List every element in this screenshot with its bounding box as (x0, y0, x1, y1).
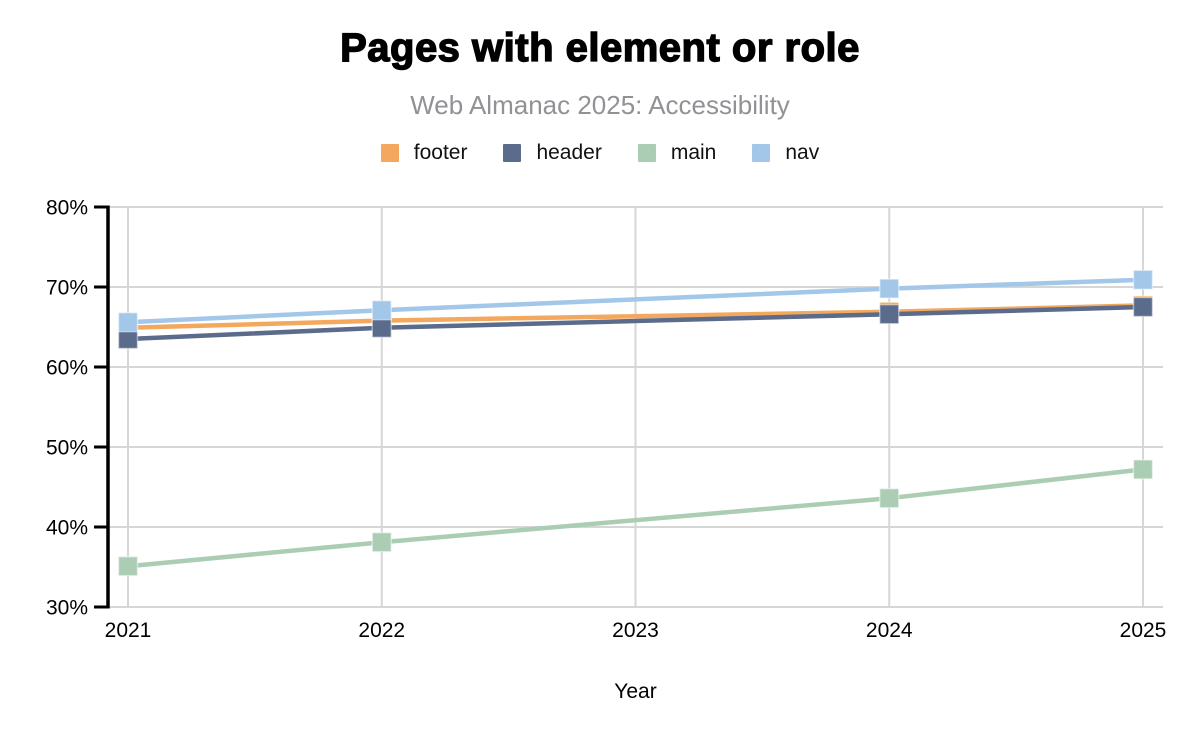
marker-nav-2021 (117, 311, 139, 333)
marker-nav-2025 (1132, 269, 1154, 291)
marker-header-2025 (1132, 296, 1154, 318)
legend-item-footer: footer (380, 141, 468, 165)
y-tick-label-50: 50% (46, 437, 88, 460)
y-tick-label-30: 30% (46, 597, 88, 620)
series-line-main (127, 467, 1144, 569)
series-line-header (127, 304, 1144, 342)
chart-title: Pages with element or role (339, 25, 860, 70)
legend-label-footer: footer (413, 141, 468, 164)
legend-item-nav: nav (752, 141, 819, 165)
legend-swatch-header (503, 144, 522, 162)
x-tick-label-2022: 2022 (358, 619, 405, 642)
x-tick-label-2023: 2023 (612, 619, 659, 642)
x-tick-label-2025: 2025 (1120, 619, 1167, 642)
legend-item-header: header (503, 141, 602, 165)
chart-subtitle: Web Almanac 2025: Accessibility (410, 90, 790, 120)
legend-swatch-nav (752, 144, 771, 162)
legend-label-header: header (536, 141, 602, 164)
y-tick-label-70: 70% (46, 277, 88, 300)
x-tick-label-2021: 2021 (105, 619, 152, 642)
x-axis-title: Year (614, 680, 656, 703)
marker-nav-2024 (879, 278, 900, 299)
marker-main-2022 (371, 531, 392, 553)
marker-nav-2022 (371, 299, 392, 321)
marker-main-2024 (879, 487, 900, 509)
y-tick-label-40: 40% (46, 517, 88, 540)
legend-swatch-main (637, 144, 656, 162)
series-line-nav (127, 277, 1144, 325)
marker-main-2021 (117, 555, 139, 577)
legend: footer header main nav (0, 141, 1200, 165)
x-tick-label-2024: 2024 (866, 619, 913, 642)
marker-main-2025 (1132, 459, 1154, 480)
y-tick-label-80: 80% (46, 197, 88, 220)
marker-header-2024 (879, 303, 900, 325)
marker-header-2022 (371, 317, 392, 339)
legend-label-nav: nav (785, 141, 820, 164)
legend-label-main: main (670, 141, 717, 164)
legend-swatch-footer (380, 144, 399, 162)
y-tick-label-60: 60% (46, 357, 88, 380)
legend-item-main: main (637, 141, 717, 165)
